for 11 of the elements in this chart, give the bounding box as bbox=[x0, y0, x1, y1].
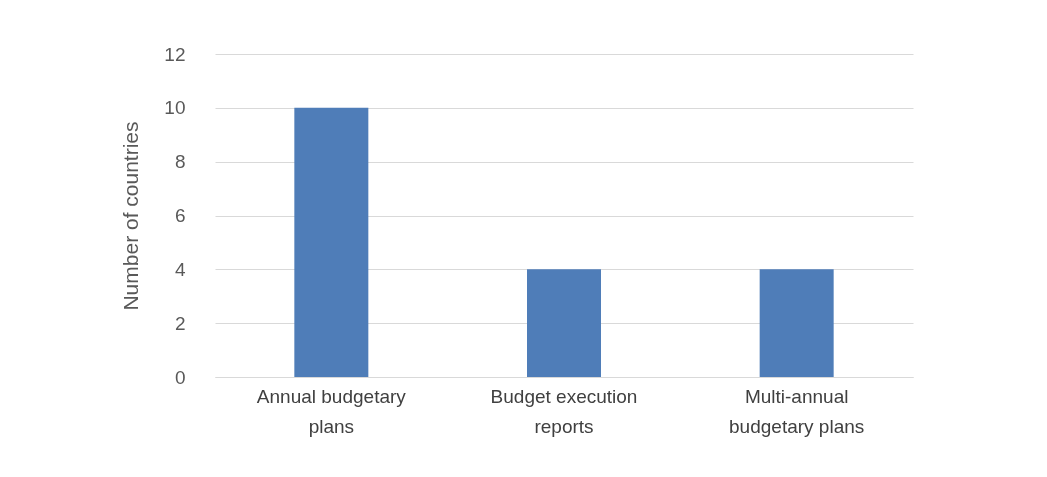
y-tick-label: 0 bbox=[174, 366, 186, 388]
y-tick-label: 12 bbox=[164, 43, 186, 65]
x-tick-label: Budget execution reports bbox=[490, 385, 638, 437]
y-axis-title: Number of countries bbox=[119, 121, 143, 311]
x-tick-label: Annual budgetary plans bbox=[256, 385, 407, 437]
y-tick-label: 6 bbox=[174, 205, 186, 226]
x-tick-label: Multi-annual budgetary plans bbox=[729, 385, 865, 437]
y-tick-label: 10 bbox=[164, 97, 186, 119]
y-tick-label: 2 bbox=[174, 312, 186, 334]
y-tick-label: 4 bbox=[174, 258, 186, 280]
y-tick-label: 8 bbox=[174, 151, 186, 173]
